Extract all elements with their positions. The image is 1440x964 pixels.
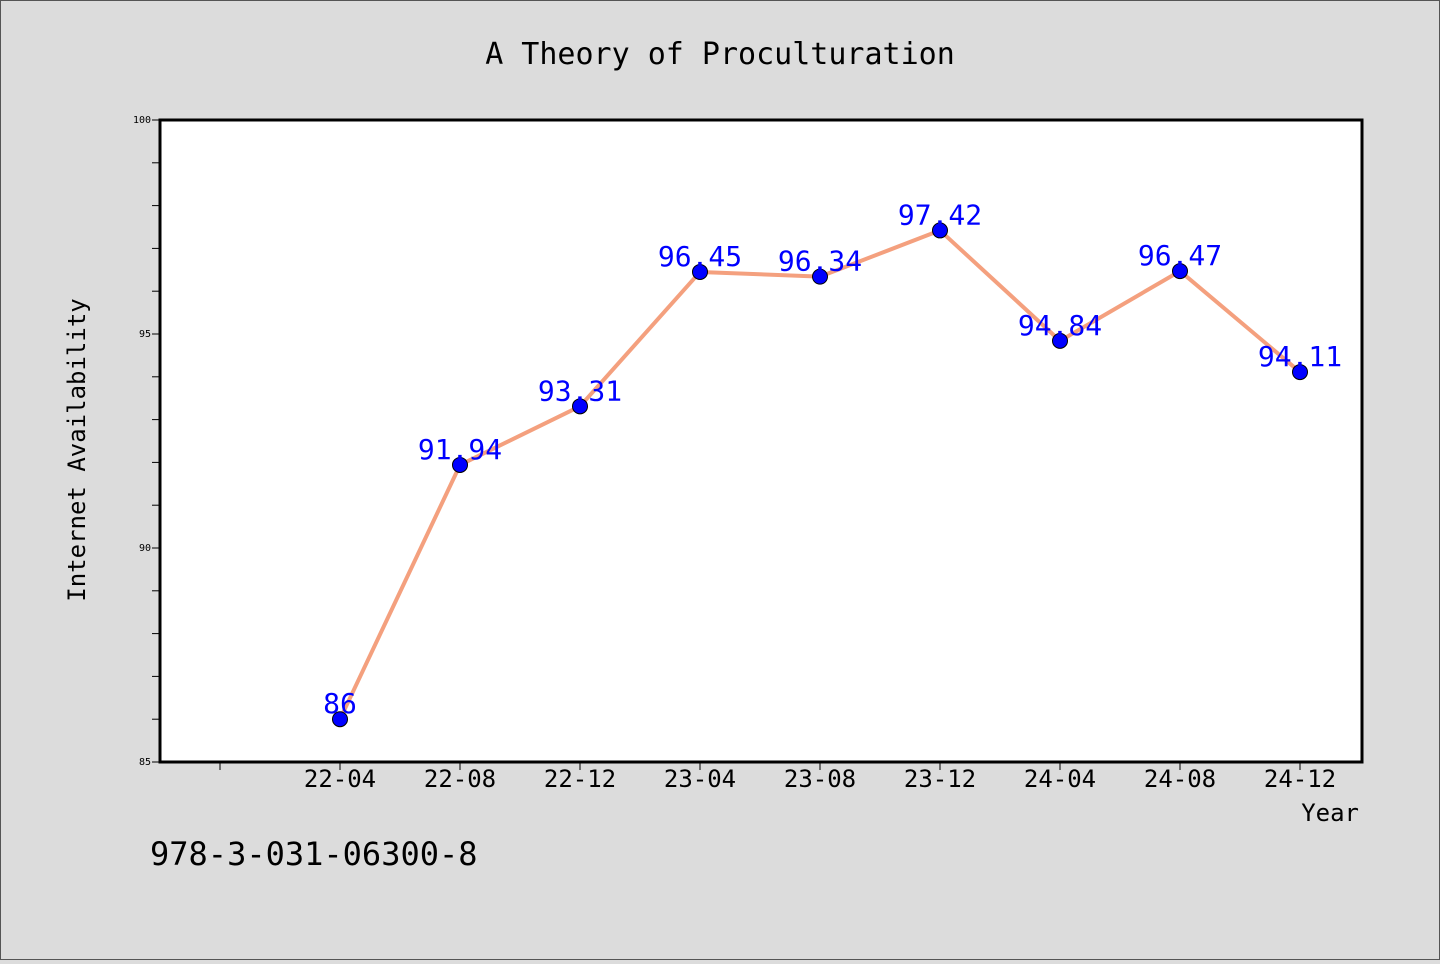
x-tick-label: 24-08 <box>1144 765 1216 793</box>
plot-area <box>158 118 1364 764</box>
x-tick-label: 24-04 <box>1024 765 1096 793</box>
x-tick-label: 23-04 <box>664 765 736 793</box>
y-tick-label: 100 <box>133 115 151 126</box>
y-axis: 85 90 95 100 <box>133 115 160 768</box>
x-tick-label: 22-12 <box>544 765 616 793</box>
data-label: 93.31 <box>538 374 622 407</box>
y-tick-label: 85 <box>139 757 151 768</box>
data-point <box>1052 332 1068 349</box>
data-labels: 86 91.94 93.31 96.45 96.34 97.42 94.84 96.47 94.… <box>323 198 1342 720</box>
y-tick-label: 95 <box>139 329 151 340</box>
data-point <box>332 711 348 728</box>
x-axis: 22-04 22-08 22-12 23-04 23-08 23-12 24-04 24-08… <box>219 762 1336 793</box>
data-point <box>572 398 588 415</box>
data-label: 96.47 <box>1138 239 1222 272</box>
x-axis-label: Year <box>1301 799 1359 827</box>
data-label: 94.84 <box>1018 309 1102 342</box>
data-point <box>1292 364 1308 381</box>
data-label: 94.11 <box>1258 340 1342 373</box>
data-label: 97.42 <box>898 198 982 231</box>
x-tick-label: 22-04 <box>304 765 376 793</box>
x-tick-label: 22-08 <box>424 765 496 793</box>
data-point <box>932 222 948 239</box>
x-tick-label: 23-08 <box>784 765 856 793</box>
y-axis-label: Internet Availability <box>63 298 91 601</box>
y-tick-label: 90 <box>139 543 151 554</box>
chart-title: A Theory of Proculturation <box>485 37 955 72</box>
data-points <box>332 222 1308 728</box>
data-label: 96.45 <box>658 240 742 273</box>
data-label: 96.34 <box>778 245 862 278</box>
x-tick-label: 24-12 <box>1264 765 1336 793</box>
data-point <box>1172 263 1188 280</box>
data-point <box>452 456 468 473</box>
data-label: 91.94 <box>418 433 502 466</box>
data-label: 86 <box>323 687 357 720</box>
data-point <box>812 268 828 285</box>
data-point <box>692 263 708 280</box>
x-tick-label: 23-12 <box>904 765 976 793</box>
footer-isbn: 978-3-031-06300-8 <box>150 835 478 873</box>
